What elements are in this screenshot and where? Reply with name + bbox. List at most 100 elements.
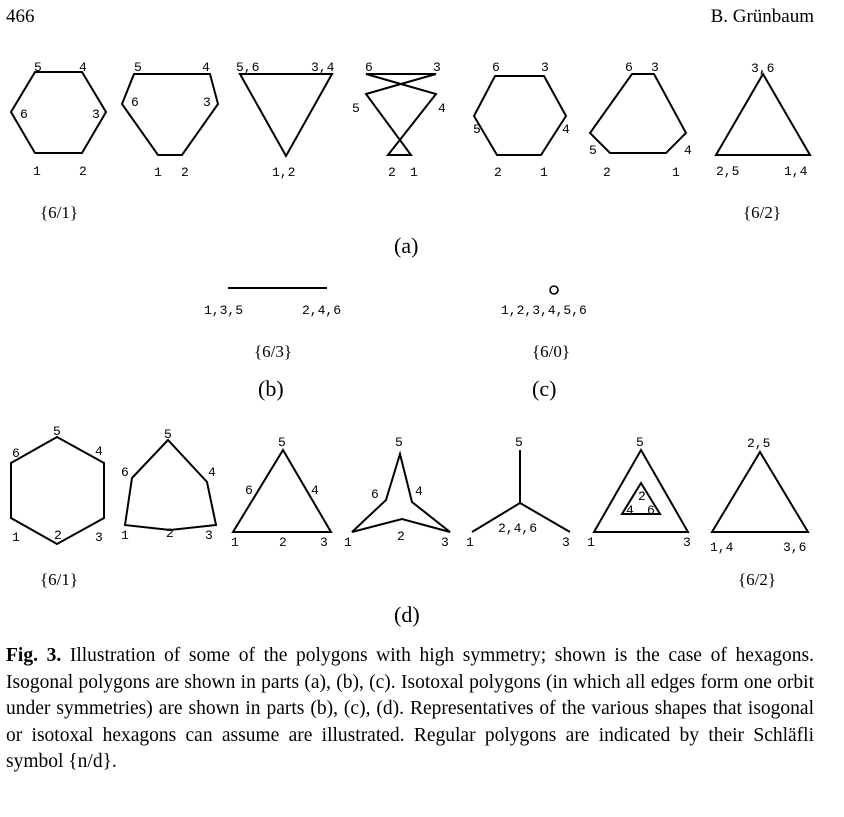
vertex-label: 5	[352, 101, 360, 116]
vertex-label: 1	[121, 528, 129, 543]
vertex-label: 5	[164, 427, 172, 442]
vertex-label: 1	[231, 535, 239, 550]
d-triangle-6-2: 2,5 1,4 3,6 {6/2}	[710, 436, 808, 589]
vertex-label: 3	[203, 95, 211, 110]
vertex-label: 5	[53, 424, 61, 439]
vertex-label: 4	[79, 60, 87, 75]
d-triangle-degenerate: 5 6 4 1 2 3	[231, 435, 331, 550]
d-star-degenerate: 5 2,4,6 1 3	[466, 435, 570, 550]
vertex-label: 2	[388, 165, 396, 180]
vertex-label: 3,6	[751, 61, 774, 76]
schlafli-symbol: {6/3}	[254, 342, 292, 361]
vertex-label: 6	[121, 465, 129, 480]
schlafli-symbol: {6/2}	[738, 570, 776, 589]
vertex-label: 3,4	[311, 60, 335, 75]
vertex-label: 6	[371, 487, 379, 502]
d-hexagon-isotoxal-shape	[125, 440, 216, 530]
a-hexagon-isogonal-shape	[122, 74, 218, 155]
vertex-label: 1	[344, 535, 352, 550]
a-hexagon-6-1: 5 4 6 3 1 2 {6/1}	[11, 60, 106, 222]
vertex-label: 5	[278, 435, 286, 450]
a-crossed-hexagon-1: 6 3 5 4 2 1	[352, 60, 446, 180]
d-concave-hexagon: 5 6 4 1 2 3	[344, 435, 450, 550]
vertex-label: 2,5	[716, 164, 739, 179]
part-label-c: (c)	[532, 376, 556, 401]
vertex-label: 4	[415, 484, 423, 499]
a-triangle-6-2: 3,6 2,5 1,4 {6/2}	[716, 61, 810, 222]
vertex-label: 2	[603, 165, 611, 180]
vertex-label: 2	[397, 529, 405, 544]
vertex-label: 1	[540, 165, 548, 180]
vertex-label: 2	[181, 165, 189, 180]
vertex-label: 3	[205, 528, 213, 543]
vertex-label: 5	[589, 143, 597, 158]
d-hexagon-isotoxal: 5 6 4 1 2 3	[121, 427, 216, 543]
vertex-label: 3	[541, 60, 549, 75]
vertex-label: 3	[433, 60, 441, 75]
c-point	[550, 286, 558, 294]
vertex-label: 1,4	[710, 540, 734, 555]
vertex-label: 3	[92, 107, 100, 122]
vertex-label: 4	[311, 483, 319, 498]
vertex-label: 2,5	[747, 436, 770, 451]
figure-caption: Fig. 3. Illustration of some of the poly…	[6, 643, 814, 776]
schlafli-symbol: {6/0}	[532, 342, 570, 361]
c-point-6-0: 1,2,3,4,5,6 {6/0} (c)	[501, 286, 587, 401]
a-triangle-degenerate: 5,6 3,4 1,2	[236, 60, 335, 180]
vertex-label: 1,4	[784, 164, 808, 179]
vertex-label: 2	[638, 489, 646, 504]
vertex-label: 5	[134, 60, 142, 75]
vertex-label: 5,6	[236, 60, 259, 75]
vertex-label: 4	[202, 60, 210, 75]
vertex-label: 6	[245, 483, 253, 498]
vertex-label: 2,4,6	[498, 521, 537, 536]
vertex-label: 1	[154, 165, 162, 180]
d-crossed-hexagon: 5 2 4 6 1 3	[587, 435, 691, 550]
vertex-label: 6	[131, 95, 139, 110]
vertex-label: 1	[672, 165, 680, 180]
d-triangle-6-2-shape	[712, 452, 808, 532]
a-crossed-hexagon-1-shape	[366, 74, 436, 155]
vertex-label: 3	[441, 535, 449, 550]
d-hexagon-6-1: 5 6 4 1 2 3 {6/1}	[11, 424, 104, 589]
vertex-label: 3	[320, 535, 328, 550]
vertex-label: 1,2	[272, 165, 295, 180]
b-segment-6-3: 1,3,5 2,4,6 {6/3} (b)	[204, 288, 341, 401]
vertex-label: 1	[466, 535, 474, 550]
vertex-label: 6	[20, 107, 28, 122]
figure-3: 5 4 6 3 1 2 {6/1} 5 4 6 3 1 2 5,6 3,4 1,…	[0, 0, 844, 640]
vertex-label: 1	[587, 535, 595, 550]
vertex-label: 2	[166, 526, 174, 541]
vertex-label: 3	[683, 535, 691, 550]
vertex-label: 3	[562, 535, 570, 550]
vertex-label: 6	[12, 446, 20, 461]
vertex-label: 2,4,6	[302, 303, 341, 318]
vertex-label: 1	[33, 164, 41, 179]
vertex-label: 1	[12, 530, 20, 545]
vertex-label: 1,2,3,4,5,6	[501, 303, 587, 318]
vertex-label: 4	[208, 465, 216, 480]
vertex-label: 4	[626, 503, 634, 518]
vertex-label: 6	[647, 503, 655, 518]
schlafli-symbol: {6/1}	[40, 570, 78, 589]
vertex-label: 2	[279, 535, 287, 550]
part-label-d: (d)	[394, 602, 420, 627]
vertex-label: 4	[95, 444, 103, 459]
a-crossed-hexagon-2: 6 3 5 4 2 1	[473, 60, 570, 180]
a-crossed-hexagon-3-shape	[590, 74, 686, 153]
caption-label: Fig. 3.	[6, 645, 61, 666]
d-concave-hexagon-shape	[352, 454, 450, 532]
vertex-label: 5	[636, 435, 644, 450]
part-label-a: (a)	[394, 233, 418, 258]
part-label-b: (b)	[258, 376, 284, 401]
vertex-label: 6	[365, 60, 373, 75]
vertex-label: 5	[34, 60, 42, 75]
vertex-label: 6	[492, 60, 500, 75]
schlafli-symbol: {6/1}	[40, 203, 78, 222]
vertex-label: 5	[395, 435, 403, 450]
a-triangle-6-2-shape	[716, 74, 810, 155]
a-triangle-degenerate-shape	[240, 74, 332, 156]
vertex-label: 3	[651, 60, 659, 75]
caption-text: Illustration of some of the polygons wit…	[6, 645, 814, 772]
vertex-label: 4	[684, 143, 692, 158]
